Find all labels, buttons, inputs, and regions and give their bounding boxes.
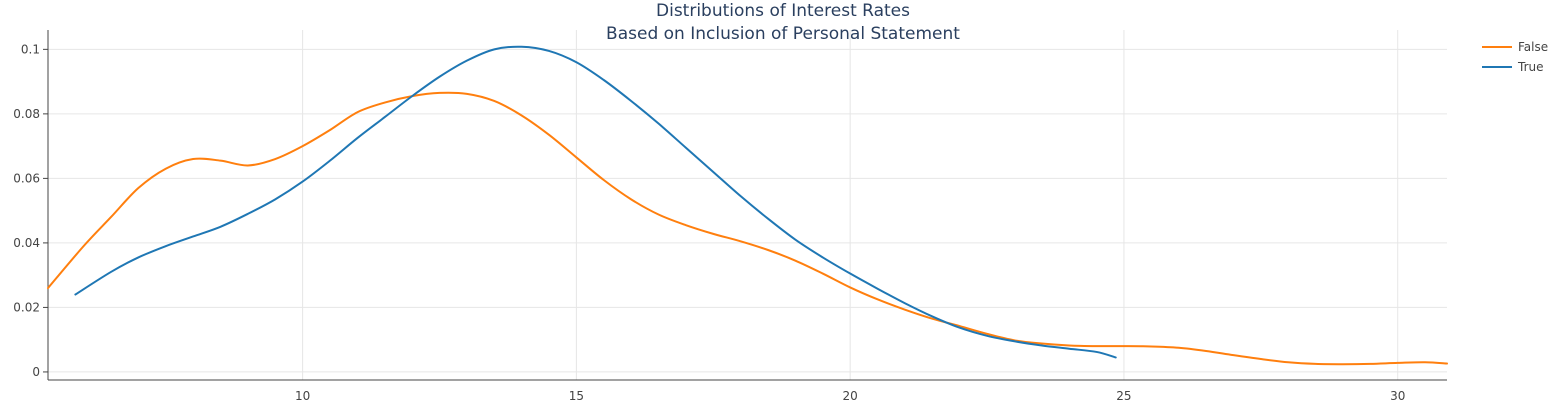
y-tick-label: 0.08	[13, 107, 40, 121]
y-tick-label: 0	[32, 365, 40, 379]
x-tick-label: 20	[843, 389, 858, 403]
chart-title: Distributions of Interest Rates	[656, 1, 910, 21]
chart-subtitle: Based on Inclusion of Personal Statement	[606, 24, 960, 44]
legend[interactable]: False True	[1482, 40, 1548, 74]
y-tick-label: 0.1	[21, 42, 40, 56]
grid-lines	[48, 30, 1447, 380]
legend-item-false[interactable]: False	[1482, 40, 1548, 54]
x-tick-label: 25	[1116, 389, 1131, 403]
axes: 10 15 20 25 30 0 0.02 0.04 0.06 0.08 0.1	[13, 30, 1447, 403]
legend-item-true[interactable]: True	[1482, 60, 1544, 74]
series-line-false	[47, 91, 1448, 366]
y-tick-label: 0.02	[13, 300, 40, 314]
legend-label: True	[1517, 60, 1544, 74]
y-tick-label: 0.06	[13, 171, 40, 185]
legend-label: False	[1518, 40, 1548, 54]
y-tick-label: 0.04	[13, 236, 40, 250]
x-tick-label: 30	[1390, 389, 1405, 403]
series-line-true	[74, 45, 1117, 359]
x-tick-label: 15	[569, 389, 584, 403]
x-tick-label: 10	[295, 389, 310, 403]
series-lines	[47, 45, 1448, 366]
